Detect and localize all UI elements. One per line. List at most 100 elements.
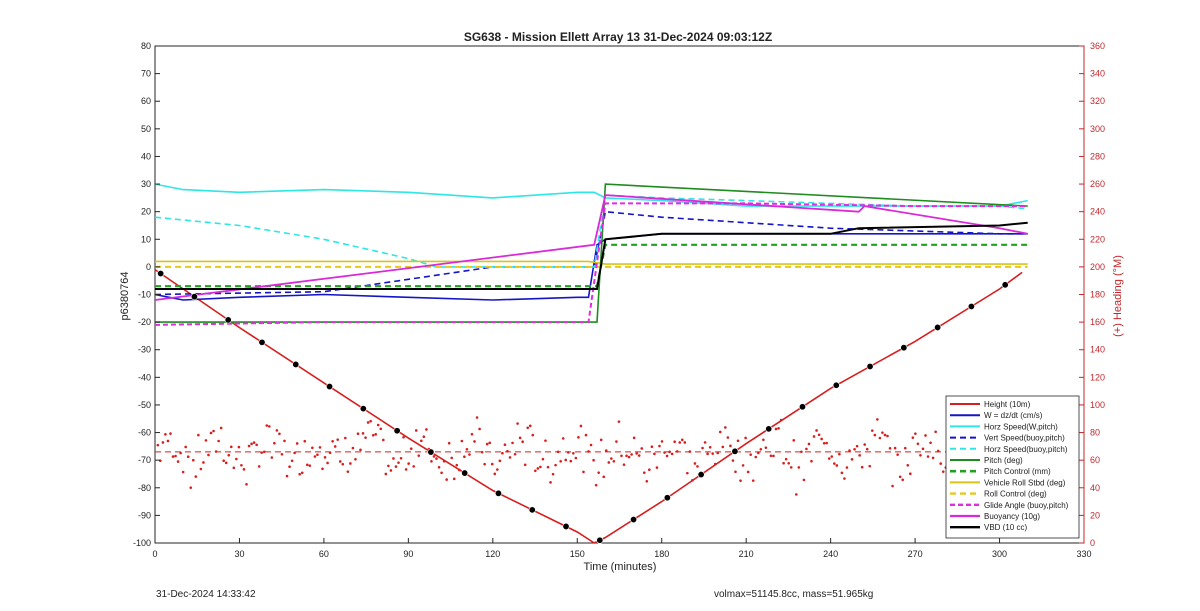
heading-point: [653, 452, 656, 456]
x-tick-label: 240: [823, 549, 838, 559]
heading-series: [155, 416, 1029, 496]
heading-point: [283, 439, 286, 443]
x-tick-label: 0: [152, 549, 157, 559]
heading-point: [731, 459, 735, 462]
heading-point: [242, 468, 246, 471]
heading-point: [488, 441, 492, 445]
y-tick-label-right: 200: [1090, 262, 1105, 272]
heading-point: [326, 461, 329, 465]
heading-point: [610, 457, 613, 460]
height-marker: [359, 405, 367, 413]
heading-point: [333, 445, 337, 448]
height-marker: [461, 469, 469, 477]
heading-point: [865, 447, 869, 451]
heading-point: [174, 454, 177, 458]
heading-point: [323, 456, 327, 459]
heading-point: [298, 472, 301, 476]
heading-point: [379, 427, 383, 431]
legend-box: [945, 395, 1080, 539]
heading-point: [817, 433, 821, 437]
chart-title: SG638 - Mission Ellett Array 13 31-Dec-2…: [464, 30, 772, 44]
heading-point: [199, 467, 203, 471]
heading-point: [838, 452, 841, 456]
y-tick-label-left: 80: [141, 41, 151, 51]
y-tick-label-left: -100: [133, 538, 151, 548]
heading-point: [425, 428, 428, 431]
heading-point: [729, 444, 732, 448]
heading-point: [607, 461, 611, 464]
heading-point: [848, 449, 851, 452]
y-tick-label-left: -40: [138, 372, 151, 382]
y-tick-label-right: 140: [1090, 345, 1105, 355]
heading-point: [906, 463, 910, 467]
heading-point: [262, 450, 266, 454]
height-marker: [157, 270, 165, 278]
heading-point: [893, 446, 897, 450]
heading-point: [217, 439, 220, 443]
heading-point: [805, 447, 808, 451]
heading-point: [219, 426, 223, 430]
heading-point: [197, 433, 200, 437]
heading-point: [640, 447, 644, 450]
heading-point: [366, 421, 370, 424]
heading-point: [440, 471, 443, 475]
heading-point: [493, 472, 497, 476]
y-tick-label-left: 0: [146, 262, 151, 272]
heading-point: [450, 456, 454, 460]
heading-point: [473, 440, 476, 443]
heading-point: [741, 464, 745, 467]
heading-point: [496, 468, 499, 471]
heading-point: [891, 484, 894, 488]
heading-point: [394, 465, 398, 468]
heading-point: [726, 436, 730, 439]
heading-point: [693, 462, 697, 465]
heading-point: [181, 470, 185, 474]
heading-point: [934, 430, 937, 434]
legend-label: Vert Speed(buoy,pitch): [984, 434, 1065, 443]
series-line: [154, 233, 1028, 301]
y-tick-label-left: -80: [138, 483, 151, 493]
y-tick-label-left: -90: [138, 510, 151, 520]
x-tick-label: 60: [319, 549, 329, 559]
y-axis-label-left: p6380764: [119, 272, 131, 321]
heading-point: [536, 467, 540, 470]
height-marker: [528, 506, 536, 514]
heading-point: [351, 446, 355, 450]
heading-point: [873, 433, 877, 437]
heading-point: [620, 454, 623, 458]
heading-point: [863, 443, 866, 446]
heading-point: [832, 462, 836, 465]
x-tick-label: 210: [739, 549, 754, 559]
heading-point: [331, 439, 334, 443]
heading-point: [321, 467, 324, 471]
heading-point: [739, 479, 742, 482]
heading-point: [754, 455, 758, 459]
heading-point: [648, 468, 651, 472]
heading-point: [554, 463, 557, 467]
heading-point: [483, 462, 486, 466]
heading-point: [724, 426, 727, 429]
heading-point: [260, 451, 263, 454]
height-marker: [866, 362, 874, 370]
heading-point: [881, 431, 884, 434]
y-tick-label-right: 20: [1090, 510, 1100, 520]
height-marker: [326, 383, 334, 391]
heading-point: [642, 471, 646, 474]
heading-point: [387, 464, 390, 468]
y-tick-label-left: -50: [138, 400, 151, 410]
heading-point: [797, 466, 801, 469]
heading-point: [544, 439, 547, 442]
heading-point: [318, 446, 322, 449]
legend-label: W = dz/dt (cm/s): [984, 411, 1043, 420]
heading-point: [273, 441, 276, 445]
heading-point: [412, 465, 416, 468]
heading-point: [480, 450, 484, 454]
heading-point: [853, 447, 856, 451]
heading-point: [503, 443, 507, 447]
heading-point: [772, 454, 775, 458]
heading-point: [402, 435, 405, 439]
heading-point: [602, 475, 606, 479]
heading-point: [447, 441, 451, 445]
y-tick-label-right: 240: [1090, 207, 1105, 217]
heading-point: [827, 457, 831, 460]
